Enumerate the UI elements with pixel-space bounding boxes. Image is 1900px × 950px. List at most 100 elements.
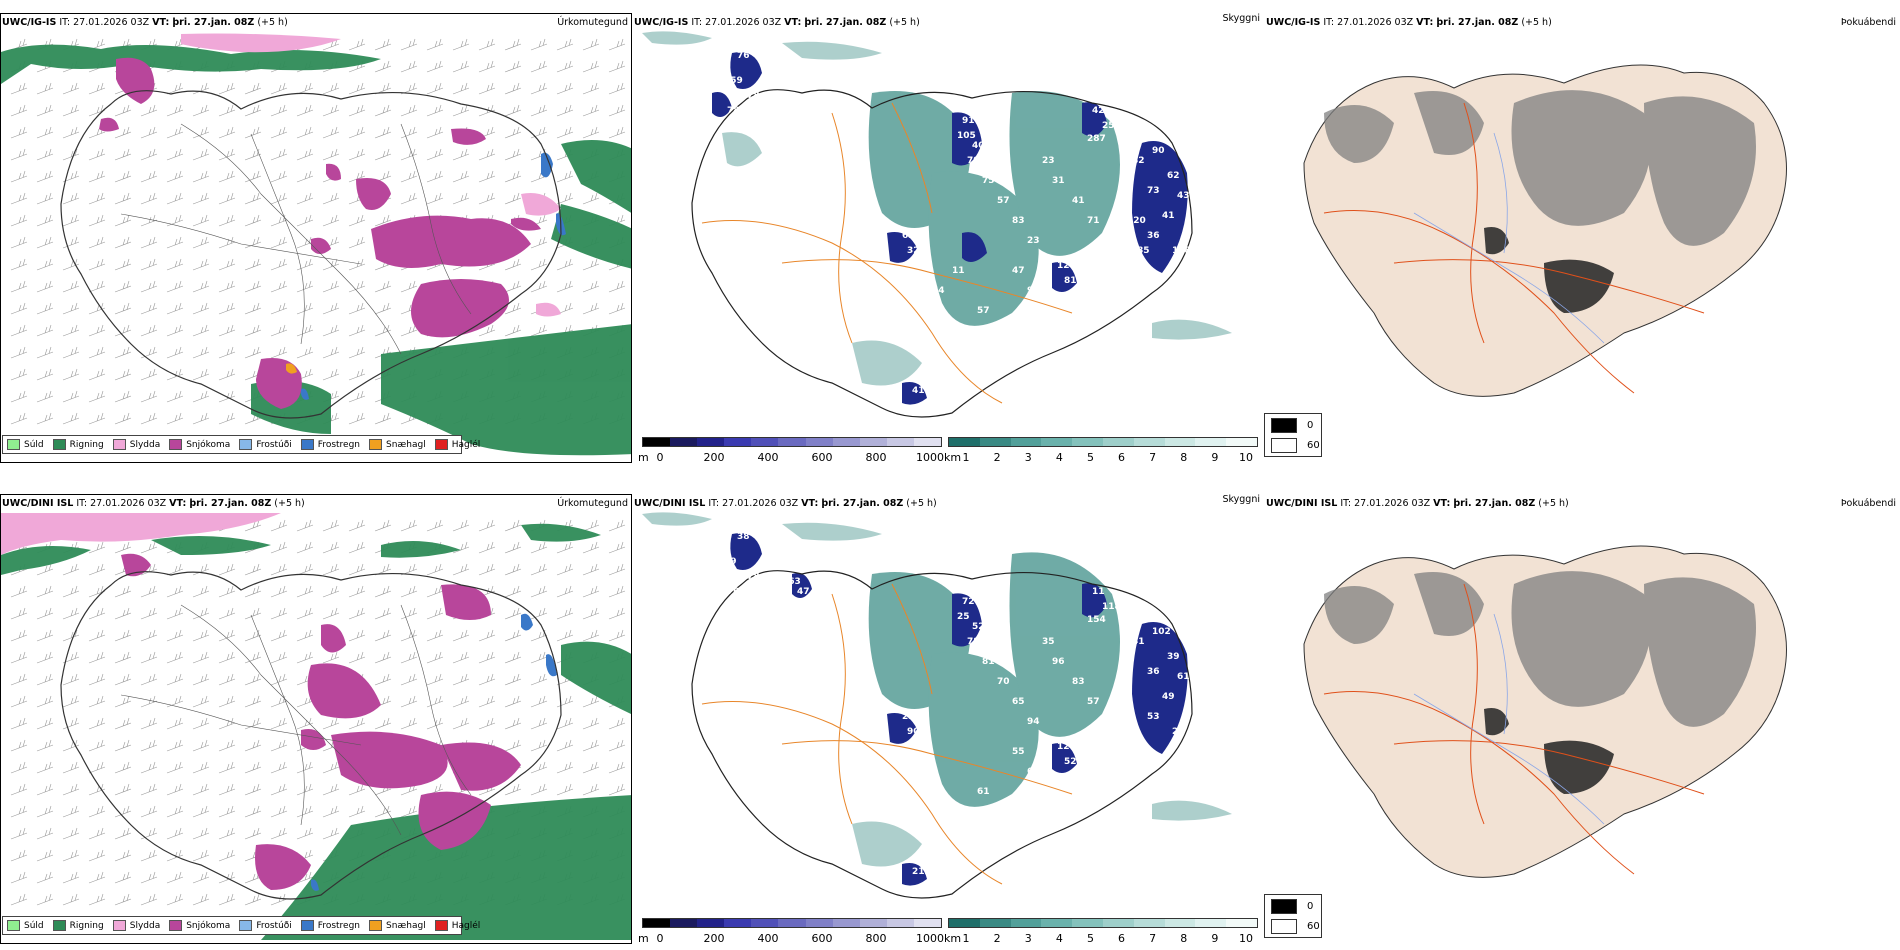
wind-barb [88, 258, 106, 271]
wind-barb [62, 104, 80, 117]
cloud-base-value: 25 [1102, 121, 1115, 131]
wind-barb [322, 104, 340, 117]
wind-barb [582, 761, 600, 774]
wind-barb [10, 717, 28, 730]
wind-barb [114, 783, 132, 796]
wind-barb [36, 893, 54, 906]
cloud-base-value: 65 [1012, 697, 1025, 707]
wind-barb [62, 629, 80, 642]
wind-barb [114, 280, 132, 293]
wind-barb [166, 871, 184, 884]
wind-barb [582, 585, 600, 598]
wind-barb [270, 585, 288, 598]
cloud-base-value: 43 [1177, 191, 1190, 201]
cloud-base-value: 47 [1012, 266, 1025, 276]
wind-barb [114, 324, 132, 337]
colorbar-tick: 7 [1149, 451, 1157, 464]
wind-barb [10, 280, 28, 293]
legend-swatch [300, 439, 314, 450]
cloud-base-value: 96 [1102, 241, 1115, 251]
fog-legend-row1: 0 60 [1264, 413, 1322, 457]
wind-barb [348, 541, 366, 554]
wind-barb [296, 236, 314, 249]
wind-barb [530, 104, 548, 117]
wind-barb [192, 673, 210, 686]
wind-barb [348, 148, 366, 161]
colorbar-step [751, 919, 779, 927]
cloud-base-value: 49 [1162, 692, 1175, 702]
cloud-base-value: 96 [1052, 657, 1065, 667]
cloud-base-colorbar: m 0 200 400 600 800 1000 [638, 437, 944, 465]
visibility-label: Skyggni [1222, 494, 1260, 505]
wind-barb [322, 346, 340, 359]
wind-barb [166, 214, 184, 227]
colorbar-step [670, 919, 698, 927]
wind-barb [36, 214, 54, 227]
wind-barb [140, 805, 158, 818]
cloud-base-value: 52 [972, 622, 985, 632]
wind-barb [166, 324, 184, 337]
wind-barb [504, 170, 522, 183]
wind-barb [296, 607, 314, 620]
wind-barb [348, 214, 366, 227]
wind-barb [608, 563, 626, 576]
colorbar-tick: 200 [703, 932, 725, 945]
wind-barb [556, 126, 574, 139]
wind-barb [504, 302, 522, 315]
wind-barb [10, 148, 28, 161]
wind-barb [36, 126, 54, 139]
wind-barb [192, 651, 210, 664]
wind-barb [504, 739, 522, 752]
wind-barb [400, 126, 418, 139]
cloud-base-value: 32 [1102, 722, 1115, 732]
wind-barb [556, 82, 574, 95]
wind-barb [322, 585, 340, 598]
cloud-base-value: 57 [797, 106, 810, 116]
wind-barb [478, 519, 496, 532]
wind-barb [192, 871, 210, 884]
wind-barb [270, 563, 288, 576]
wind-barb [270, 346, 288, 359]
wind-barb [270, 629, 288, 642]
cloud-base-value: 36 [1147, 667, 1160, 677]
colorbar-step [859, 919, 887, 927]
wind-barb [582, 126, 600, 139]
legend-swatch [112, 920, 126, 931]
wind-barb [62, 585, 80, 598]
wind-barb [504, 651, 522, 664]
cloud-base-value: 233 [902, 712, 921, 722]
cloud-base-value: 287 [1087, 134, 1106, 144]
colorbar-tick: 400 [757, 451, 779, 464]
colorbar-step [1041, 438, 1073, 446]
wind-barb [556, 761, 574, 774]
wind-barb [88, 82, 106, 95]
cloud-base-value: 41 [912, 386, 925, 396]
wind-barb [218, 236, 236, 249]
wind-barb [582, 60, 600, 73]
colorbar-step [643, 919, 671, 927]
wind-barb [582, 607, 600, 620]
wind-barb [218, 368, 236, 381]
wind-barb [140, 827, 158, 840]
colorbar-tick: 8 [1180, 451, 1188, 464]
wind-barb [270, 717, 288, 730]
wind-barb [374, 717, 392, 730]
legend-label: Slydda [129, 439, 161, 450]
wind-barb [192, 148, 210, 161]
visibility-colorbar: km 1 2 3 4 5 6 7 8 9 10 [944, 437, 1258, 465]
cloud-base-value: 78 [727, 106, 740, 116]
colorbar-step [1133, 919, 1165, 927]
wind-barb [140, 126, 158, 139]
fog-legend-swatch [1271, 899, 1297, 914]
wind-barb [374, 60, 392, 73]
wind-barb [348, 651, 366, 664]
cloud-base-map: 3899787072527825111181542339010239614953… [642, 512, 1232, 899]
wind-barb [166, 585, 184, 598]
wind-barb [452, 170, 470, 183]
wind-barb [270, 170, 288, 183]
wind-barb [426, 519, 444, 532]
wind-barb [504, 607, 522, 620]
colorbar-tick: 800 [865, 451, 887, 464]
legend-label: Snæhagl [386, 920, 426, 931]
wind-barb [348, 717, 366, 730]
